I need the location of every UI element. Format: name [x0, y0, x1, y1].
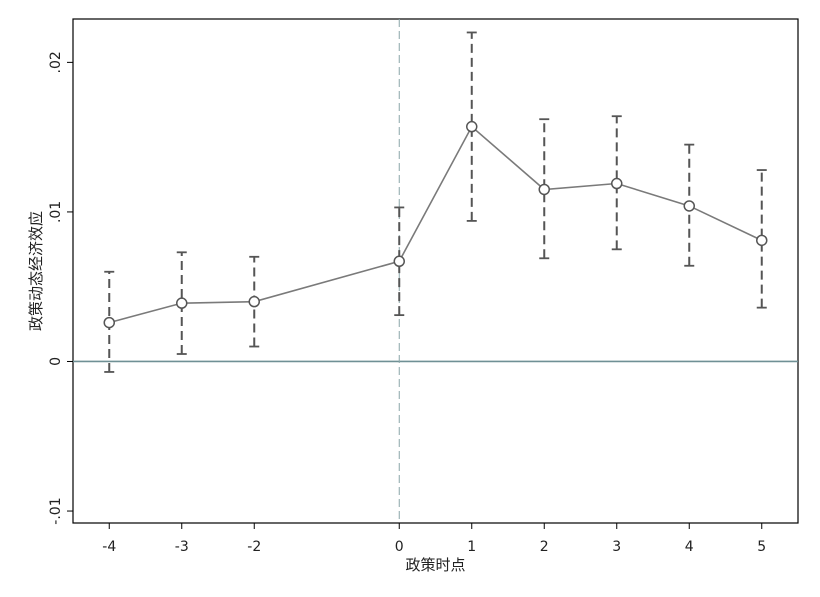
- y-axis-ticks: -.01 0 .01 .02: [48, 51, 73, 525]
- data-point: [538, 183, 550, 196]
- data-point: [466, 120, 478, 133]
- x-tick-label: 1: [467, 539, 476, 555]
- series-line-group: [109, 125, 763, 324]
- y-tick-label: .02: [48, 51, 64, 73]
- data-point: [176, 297, 188, 309]
- x-tick-label: -4: [102, 539, 116, 555]
- x-tick-label: 5: [757, 539, 766, 555]
- x-tick-label: -3: [175, 539, 189, 555]
- x-axis-ticks: -4 -3 -2 0 1 2 3 4 5: [102, 523, 766, 555]
- y-tick-label: .01: [48, 201, 64, 223]
- confidence-intervals: [104, 31, 767, 373]
- x-tick-label: 4: [685, 539, 694, 555]
- x-tick-label: 0: [395, 539, 404, 555]
- x-tick-label: -2: [247, 539, 261, 555]
- data-point: [756, 234, 768, 247]
- plot-frame: [72, 18, 799, 524]
- data-point: [611, 177, 623, 190]
- data-point: [248, 295, 260, 308]
- y-tick-label: -.01: [48, 497, 64, 524]
- data-point: [103, 316, 115, 329]
- data-point: [393, 255, 405, 268]
- y-tick-label: 0: [48, 357, 64, 366]
- x-tick-label: 3: [612, 539, 621, 555]
- data-point: [683, 200, 695, 212]
- x-tick-label: 2: [540, 539, 549, 555]
- series-line: [109, 125, 763, 324]
- x-axis-title: 政策时点: [405, 556, 465, 574]
- data-points: [103, 120, 768, 329]
- y-axis-title: 政策动态经济效应: [27, 211, 45, 331]
